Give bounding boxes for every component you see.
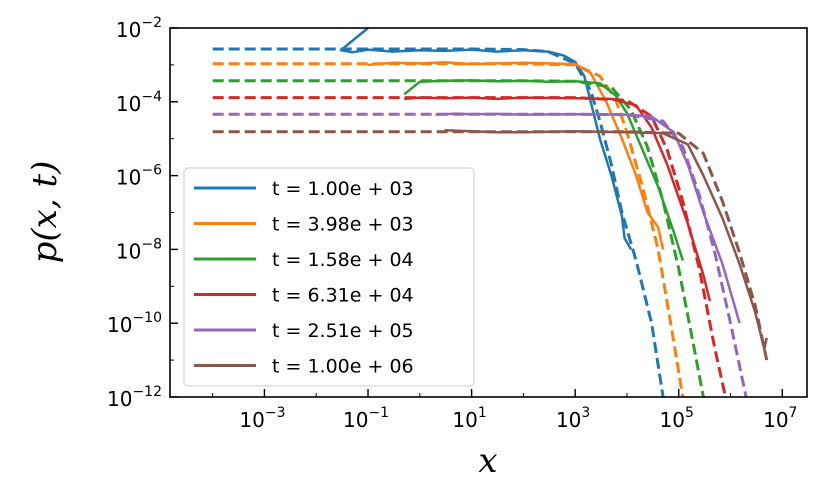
series-1-simulation-line [367,60,665,250]
y-tick-label: 10−6 [116,163,162,190]
legend-frame [183,167,475,387]
x-tick-label: 107 [763,405,797,432]
x-tick-label: 103 [556,405,590,432]
legend: t = 1.00e + 03 t = 3.98e + 03 t = 1.58e + … [183,167,475,387]
legend-label: t = 1.00e + 03 [272,178,414,200]
y-tick-label: 10−10 [107,310,162,337]
series-3-simulation-line [404,96,712,302]
legend-label: t = 1.00e + 06 [272,356,414,378]
y-tick-label: 10−4 [116,89,162,116]
y-tick-label: 10−12 [107,384,162,411]
x-axis-label: x [478,441,497,481]
series-0-simulation-line [339,28,633,251]
x-tick-label: 10−1 [343,405,389,432]
legend-label: t = 6.31e + 04 [272,285,414,307]
legend-label: t = 2.51e + 05 [272,320,414,342]
y-tick-label: 10−8 [116,236,162,263]
series-2-simulation-line [403,79,684,261]
ticks-layer: 10−3 10−1 101 103 105 107 10−12 10−10 10−8 10−6 10… [107,15,797,432]
series-4-simulation-line [435,112,741,324]
y-axis-label: p(x, t) [25,161,65,264]
legend-label: t = 1.58e + 04 [272,249,414,271]
legend-label: t = 3.98e + 03 [272,214,414,236]
x-tick-label: 10−3 [239,405,285,432]
series-5-simulation-line [444,128,768,351]
x-tick-label: 101 [452,405,486,432]
x-tick-label: 105 [660,405,694,432]
y-tick-label: 10−2 [116,15,162,42]
series-layer [212,28,769,397]
